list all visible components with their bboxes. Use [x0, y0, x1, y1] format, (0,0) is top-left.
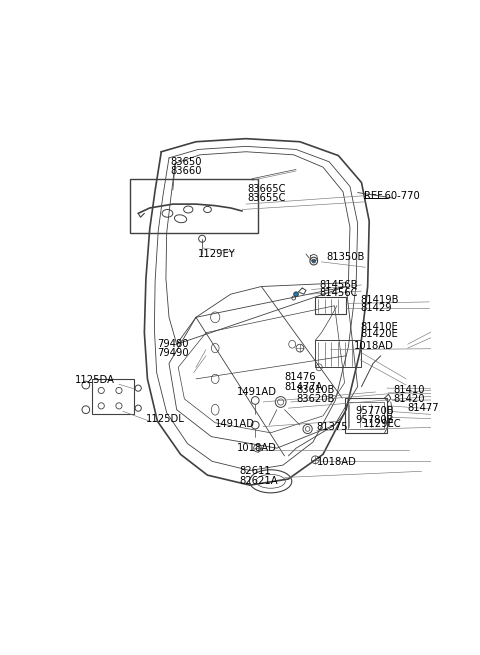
Text: 1491AD: 1491AD	[215, 419, 255, 428]
Text: 83620B: 83620B	[296, 394, 335, 404]
Text: 1018AD: 1018AD	[237, 443, 276, 453]
Bar	[345, 398, 387, 433]
Text: 83660: 83660	[170, 166, 202, 176]
Text: 81410: 81410	[394, 384, 425, 395]
Bar	[315, 297, 346, 314]
Text: 81477A: 81477A	[285, 382, 323, 392]
Text: 82621A: 82621A	[240, 476, 278, 485]
Text: 1129EY: 1129EY	[198, 249, 236, 259]
Text: 83610B: 83610B	[296, 384, 335, 395]
Text: 1125DL: 1125DL	[146, 414, 185, 424]
Text: 81419B: 81419B	[360, 295, 398, 305]
Text: 81429: 81429	[360, 303, 392, 313]
Text: 1018AD: 1018AD	[317, 457, 357, 467]
Text: 1491AD: 1491AD	[237, 387, 277, 397]
Text: 1125DA: 1125DA	[75, 375, 115, 385]
Text: 81420E: 81420E	[360, 329, 398, 339]
Text: 95780B: 95780B	[355, 415, 394, 426]
Text: 1018AD: 1018AD	[354, 341, 394, 351]
Text: 95770B: 95770B	[355, 406, 394, 416]
Bar	[92, 379, 134, 413]
Text: 81375: 81375	[317, 422, 348, 432]
Text: 83655C: 83655C	[248, 193, 286, 203]
Text: 81410E: 81410E	[360, 322, 398, 331]
Text: 81456B: 81456B	[319, 280, 358, 290]
Ellipse shape	[312, 259, 316, 263]
Bar	[131, 179, 258, 233]
Text: 81477: 81477	[408, 403, 439, 413]
Text: 1129EC: 1129EC	[363, 419, 402, 428]
Text: 81476: 81476	[285, 372, 316, 383]
Text: 81456C: 81456C	[319, 288, 358, 297]
Text: REF.60-770: REF.60-770	[364, 191, 420, 200]
Ellipse shape	[294, 292, 299, 297]
Text: 83665C: 83665C	[248, 183, 286, 194]
Text: 81350B: 81350B	[327, 252, 365, 262]
Bar	[315, 341, 361, 367]
Text: 82611: 82611	[240, 466, 272, 476]
Text: 81420: 81420	[394, 394, 425, 404]
Bar	[348, 402, 384, 429]
Text: 83650: 83650	[170, 157, 202, 167]
Text: 79480: 79480	[157, 339, 189, 349]
Text: 79490: 79490	[157, 348, 189, 358]
